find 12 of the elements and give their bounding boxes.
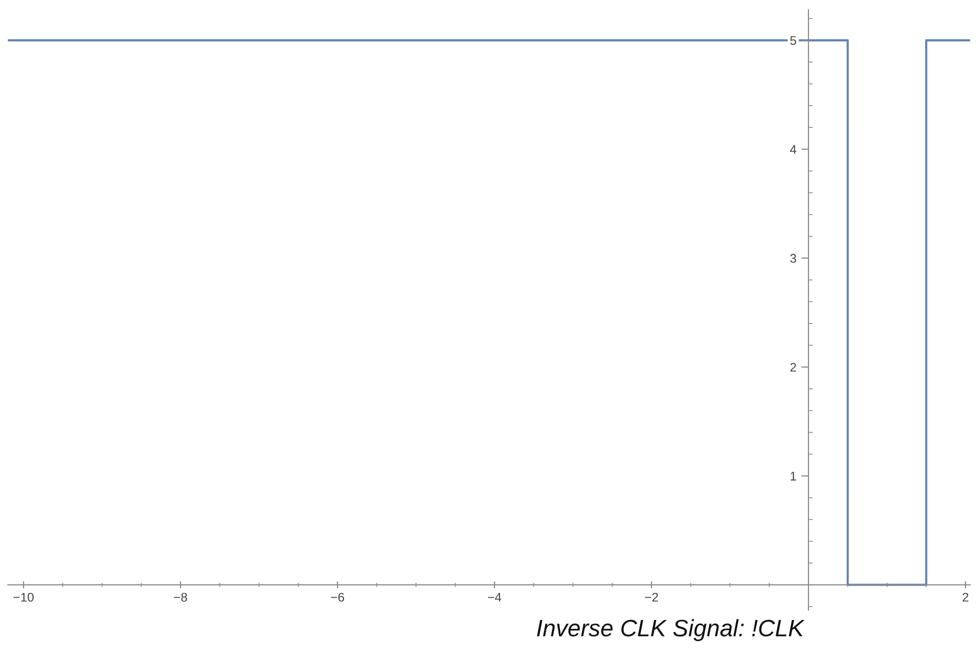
y-tick-label: 5 (790, 36, 796, 45)
x-tick-label: −4 (488, 592, 502, 602)
y-tick-label: 4 (790, 145, 796, 154)
y-tick-label: 1 (790, 472, 796, 480)
y-tick-label: 2 (790, 362, 796, 372)
x-tick-label: 2 (962, 592, 968, 602)
text: Inverse CLK Signal: !CLK (537, 619, 805, 642)
x-tick-label: −2 (644, 592, 658, 602)
x-tick-label: −6 (330, 592, 344, 602)
x-tick-label: −10 (14, 592, 34, 602)
y-tick-label: 3 (790, 254, 796, 263)
x-tick-label: −8 (174, 592, 188, 602)
